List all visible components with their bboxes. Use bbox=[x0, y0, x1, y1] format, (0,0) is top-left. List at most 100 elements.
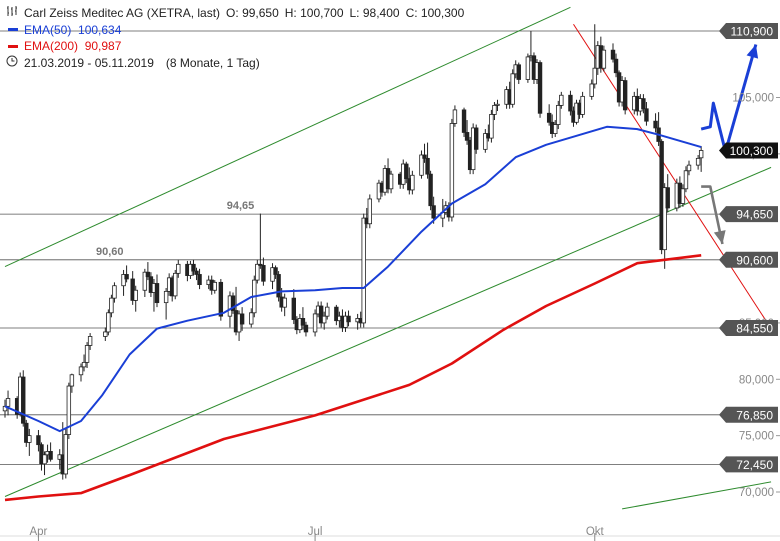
candle-body-up bbox=[580, 95, 585, 115]
candle-body-up bbox=[556, 104, 561, 125]
level-1-tag-label: 94,650 bbox=[736, 208, 773, 222]
ema50-line bbox=[4, 125, 702, 433]
candle-body-up bbox=[683, 170, 689, 190]
candle-body-up bbox=[282, 297, 287, 308]
date-range: 21.03.2019 - 05.11.2019 bbox=[24, 55, 154, 70]
current-price-tag-label: 100,300 bbox=[730, 144, 774, 158]
channel-line-0 bbox=[4, 6, 571, 268]
channel-line-1 bbox=[4, 166, 772, 497]
candle-body-down bbox=[422, 154, 427, 159]
candlesticks bbox=[2, 24, 704, 480]
candle-body-down bbox=[461, 109, 467, 133]
level-3-tag bbox=[719, 320, 778, 337]
candle-body-up bbox=[680, 188, 686, 204]
candle-body-down bbox=[665, 187, 670, 209]
clock-icon bbox=[6, 55, 20, 72]
candle-body-down bbox=[613, 58, 619, 74]
candle-body-up bbox=[69, 374, 75, 387]
candle-body-up bbox=[103, 331, 108, 337]
y-tick-label: 75,000 bbox=[739, 431, 774, 443]
candle-body-up bbox=[410, 174, 415, 191]
y-tick-label: 105,000 bbox=[732, 93, 774, 105]
ema50-swatch bbox=[8, 28, 18, 32]
candle-body-up bbox=[78, 366, 84, 376]
level-5-tag-label: 72,450 bbox=[736, 458, 773, 472]
current-price-tag bbox=[719, 142, 778, 159]
candle-body-down bbox=[425, 157, 430, 175]
level-annotations: 94,65 90,60 bbox=[96, 200, 254, 258]
level-annotation-1: 90,60 bbox=[96, 246, 124, 258]
candle-body-down bbox=[644, 108, 649, 122]
candle-body-up bbox=[27, 435, 32, 443]
candle-body-up bbox=[489, 114, 494, 139]
candle-body-down bbox=[273, 267, 278, 275]
ohlc-high-label: H: bbox=[284, 6, 297, 20]
x-tick-label: Okt bbox=[586, 526, 605, 538]
candle-body-up bbox=[695, 157, 701, 166]
candle-body-up bbox=[109, 297, 114, 314]
candle-body-down bbox=[145, 271, 151, 278]
candle-body-up bbox=[5, 398, 11, 407]
candle-body-up bbox=[452, 109, 458, 124]
level-0-tag-label: 110,900 bbox=[731, 25, 774, 39]
candle-body-down bbox=[546, 112, 552, 123]
candle-body-down bbox=[622, 80, 628, 111]
candle-body-up bbox=[388, 173, 394, 190]
candle-body-down bbox=[154, 283, 160, 304]
candle-body-down bbox=[318, 305, 324, 324]
candle-body-down bbox=[194, 270, 199, 275]
ema50-name: EMA(50) bbox=[24, 22, 72, 37]
candle-body-down bbox=[568, 94, 573, 112]
candle-body-up bbox=[367, 198, 372, 225]
candle-body-down bbox=[36, 435, 41, 446]
candle-body-down bbox=[197, 274, 202, 286]
ohlc-open-label: O: bbox=[226, 6, 239, 20]
scenario-arrows bbox=[700, 44, 759, 245]
candle-body-down bbox=[291, 297, 296, 320]
ema200-line bbox=[4, 254, 702, 502]
candle-body-up bbox=[325, 306, 330, 317]
candle-body-down bbox=[537, 62, 543, 114]
candle-body-down bbox=[48, 451, 53, 460]
candle-body-down bbox=[124, 274, 129, 280]
candle-body-up bbox=[249, 312, 254, 325]
ohlc-close-label: C: bbox=[405, 6, 418, 20]
candle-body-down bbox=[276, 274, 281, 298]
candle-body-up bbox=[662, 187, 667, 251]
legend-title-row: Carl Zeiss Meditec AG (XETRA, last) O: 9… bbox=[6, 5, 464, 22]
candle-body-up bbox=[483, 133, 488, 150]
chart-legend: Carl Zeiss Meditec AG (XETRA, last) O: 9… bbox=[6, 5, 464, 71]
bullish-arrow-line bbox=[700, 44, 758, 154]
ohlc-close-value: 100,300 bbox=[420, 6, 465, 20]
candle-body-down bbox=[261, 265, 266, 282]
candle-body-up bbox=[106, 312, 111, 333]
candle-body-up bbox=[686, 164, 692, 172]
candle-body-down bbox=[464, 132, 470, 141]
downtrend-line-0 bbox=[573, 23, 772, 329]
candle-body-down bbox=[428, 173, 433, 207]
level-4-tag-label: 76,850 bbox=[736, 408, 773, 422]
level-2-tag bbox=[719, 251, 778, 268]
candle-body-down bbox=[39, 444, 44, 465]
candle-body-up bbox=[492, 104, 497, 115]
candle-body-down bbox=[334, 306, 339, 322]
candle-body-down bbox=[431, 205, 436, 219]
bar-chart-icon bbox=[6, 5, 20, 22]
instrument-name: Carl Zeiss Meditec AG (XETRA, last) bbox=[24, 6, 221, 20]
level-0-tag bbox=[719, 23, 778, 39]
level-2-tag-label: 90,600 bbox=[736, 253, 773, 267]
candle-body-down bbox=[258, 263, 263, 266]
candle-body-up bbox=[601, 49, 607, 69]
level-5-tag bbox=[719, 456, 778, 473]
level-3-tag-label: 84,550 bbox=[736, 322, 773, 336]
candle-body-up bbox=[589, 83, 594, 97]
ohlc-high-value: 100,700 bbox=[300, 6, 344, 20]
candle-body-up bbox=[163, 290, 169, 304]
candle-body-down bbox=[218, 281, 224, 317]
candle-body-up bbox=[495, 103, 500, 106]
candle-body-down bbox=[610, 49, 616, 60]
candle-body-up bbox=[255, 263, 260, 281]
y-tick-label: 80,000 bbox=[739, 374, 774, 386]
channel-line-2 bbox=[622, 481, 772, 510]
